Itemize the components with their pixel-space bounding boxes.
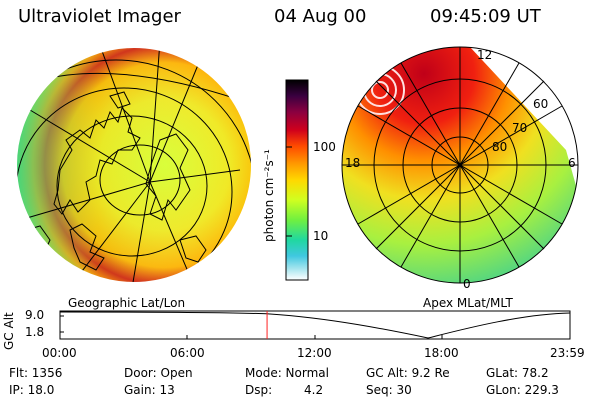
right-panel-caption: Apex MLat/MLT: [423, 296, 513, 310]
time-tick-0000: 00:00: [42, 346, 77, 360]
color-bar: [285, 79, 309, 281]
time-tick-0600: 06:00: [170, 346, 205, 360]
info-glon: GLon: 229.3: [486, 383, 559, 397]
altitude-tick-9: 9.0: [25, 308, 45, 322]
info-glat: GLat: 78.2: [486, 366, 549, 380]
lat-label-80: 80: [492, 140, 508, 154]
info-dsp-value: 4.2: [304, 383, 324, 397]
instrument-title: Ultraviolet Imager: [18, 6, 181, 27]
lat-label-60: 60: [533, 97, 549, 111]
info-gain: Gain: 13: [124, 383, 175, 397]
info-ip: IP: 18.0: [9, 383, 55, 397]
info-gc-alt: GC Alt: 9.2 Re: [366, 366, 450, 380]
observation-date: 04 Aug 00: [274, 6, 367, 27]
colorbar-unit-label: photon cm⁻²s⁻¹: [262, 149, 276, 242]
magnetic-auroral-image: [341, 46, 579, 284]
lat-label-70: 70: [512, 121, 528, 135]
time-tick-2359: 23:59: [550, 346, 585, 360]
mlt-label-0: 0: [463, 277, 471, 291]
info-seq: Seq: 30: [366, 383, 412, 397]
colorbar-tick-100: 100: [313, 140, 336, 154]
info-dsp-label: Dsp:: [245, 383, 273, 397]
mlt-label-18: 18: [345, 156, 361, 170]
left-panel-caption: Geographic Lat/Lon: [68, 296, 186, 310]
geographic-auroral-image: [15, 46, 253, 284]
altitude-tick-1-8: 1.8: [25, 325, 45, 339]
colorbar-tick-10: 10: [313, 229, 329, 243]
altitude-axis-label: GC Alt: [2, 312, 16, 350]
mlt-label-12: 12: [477, 48, 493, 62]
time-tick-1800: 18:00: [424, 346, 459, 360]
mlt-label-6: 6: [568, 156, 576, 170]
observation-time: 09:45:09 UT: [430, 6, 541, 27]
info-door: Door: Open: [124, 366, 193, 380]
info-flt: Flt: 1356: [9, 366, 63, 380]
time-tick-1200: 12:00: [297, 346, 332, 360]
info-mode: Mode: Normal: [245, 366, 329, 380]
altitude-plot: [59, 310, 571, 340]
